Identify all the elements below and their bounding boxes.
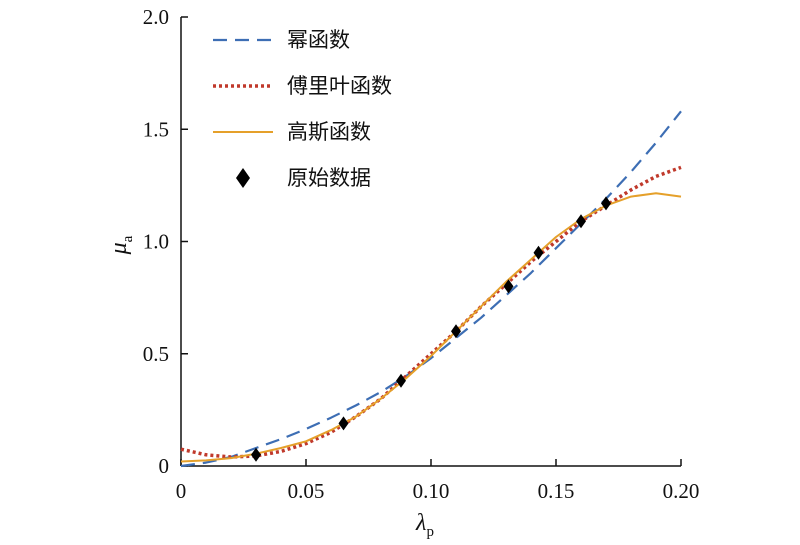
y-tick-label: 1.0	[143, 230, 169, 254]
x-tick-label: 0	[176, 479, 187, 503]
data-point	[576, 214, 586, 229]
y-tick-label: 2.0	[143, 5, 169, 29]
data-point	[451, 324, 461, 339]
data-point	[601, 196, 611, 211]
legend-label: 幂函数	[287, 28, 350, 52]
data-point	[251, 447, 261, 462]
legend-label: 高斯函数	[287, 120, 371, 144]
y-axis-label: μa	[106, 235, 136, 255]
series-line-2	[180, 165, 682, 459]
legend-swatch-diamond	[236, 168, 250, 188]
data-point	[503, 279, 514, 294]
x-axis-label: λp	[415, 510, 434, 540]
ticks: 0 0.05 0.10 0.15 0.20 0 0.5 1.0 1.5 2.0	[143, 5, 700, 503]
x-tick-label: 0.20	[663, 479, 700, 503]
x-tick-label: 0.10	[413, 479, 450, 503]
x-tick-label: 0.15	[538, 479, 575, 503]
data-point	[338, 416, 349, 431]
series-line-1	[180, 110, 682, 468]
x-tick-label: 0.05	[288, 479, 325, 503]
legend-label: 傅里叶函数	[287, 74, 392, 98]
y-tick-label: 0.5	[143, 342, 169, 366]
data-point	[533, 245, 544, 260]
series-group	[180, 110, 682, 468]
data-point	[396, 373, 406, 388]
y-tick-label: 1.5	[143, 117, 169, 141]
y-tick-label: 0	[159, 454, 170, 478]
legend-label: 原始数据	[287, 166, 371, 190]
series-line-3	[180, 192, 682, 463]
